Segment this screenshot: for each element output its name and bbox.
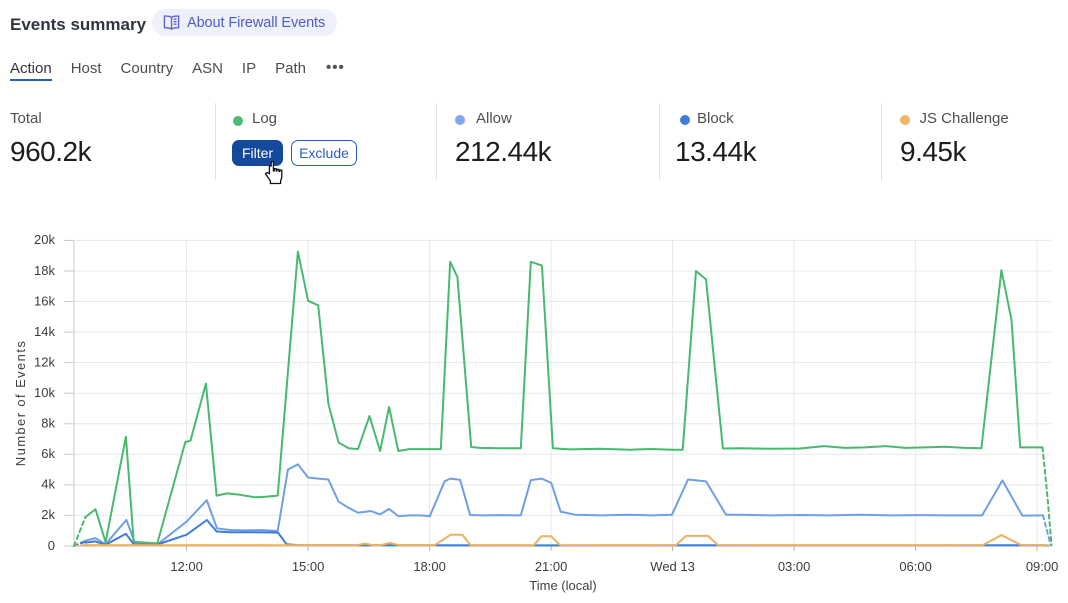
svg-text:Time (local): Time (local) [529, 578, 596, 593]
svg-text:21:00: 21:00 [535, 559, 568, 574]
svg-text:20k: 20k [34, 232, 55, 247]
svg-text:4k: 4k [41, 477, 55, 492]
svg-text:14k: 14k [34, 324, 55, 339]
svg-text:Number of Events: Number of Events [13, 340, 28, 466]
svg-text:0: 0 [48, 538, 55, 553]
svg-text:09:00: 09:00 [1026, 559, 1059, 574]
svg-text:2k: 2k [41, 507, 55, 522]
svg-text:06:00: 06:00 [899, 559, 932, 574]
svg-text:Wed 13: Wed 13 [650, 559, 695, 574]
svg-text:18k: 18k [34, 263, 55, 278]
svg-text:12:00: 12:00 [170, 559, 203, 574]
svg-text:12k: 12k [34, 354, 55, 369]
svg-text:03:00: 03:00 [778, 559, 811, 574]
svg-text:10k: 10k [34, 385, 55, 400]
svg-text:8k: 8k [41, 416, 55, 431]
svg-text:15:00: 15:00 [292, 559, 325, 574]
svg-text:18:00: 18:00 [413, 559, 446, 574]
svg-text:16k: 16k [34, 293, 55, 308]
svg-text:6k: 6k [41, 446, 55, 461]
